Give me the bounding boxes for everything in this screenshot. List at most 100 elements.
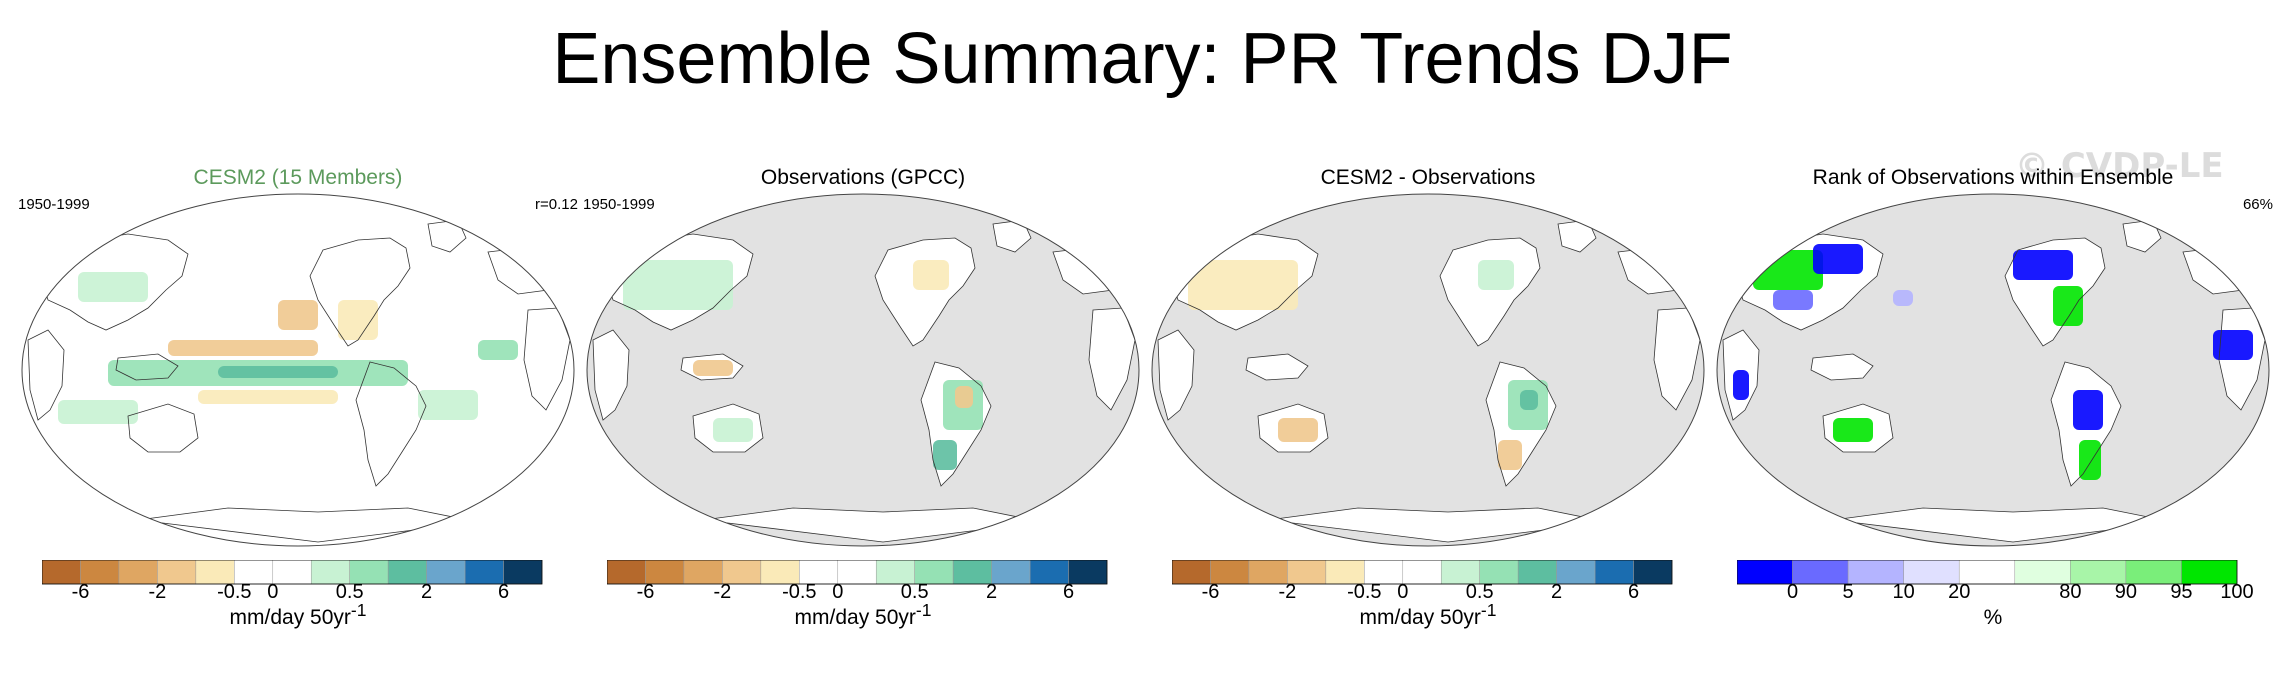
colorbar-swatch — [195, 560, 235, 585]
coastline — [137, 507, 479, 543]
coastline — [874, 237, 976, 347]
panel-model-trend: CESM2 (15 Members) 1950-1999 r=0.12 -6 -2… — [18, 160, 578, 640]
trend-patch — [955, 386, 973, 408]
trend-patch — [1833, 418, 1873, 442]
coastline — [600, 233, 754, 331]
coastline — [692, 403, 764, 453]
trend-patch — [1498, 440, 1522, 470]
trend-patch — [693, 360, 733, 376]
map-border — [21, 193, 575, 547]
trend-patch — [933, 440, 957, 470]
colorbar-tick-label: 90 — [2115, 581, 2137, 600]
colorbar-tick-label: -0.5 — [217, 581, 251, 600]
trend-patch — [623, 260, 733, 310]
colorbar: -6 -2 -0.5 0 0.5 2 6 — [42, 560, 543, 600]
colorbar-tick-label: -2 — [148, 581, 166, 600]
coastline — [702, 507, 1044, 543]
land-mask — [1089, 308, 1135, 410]
colorbar-unit-label: % — [1983, 606, 2003, 629]
map-border — [1716, 193, 2270, 547]
colorbar-tick-label: 0.5 — [1466, 581, 1494, 600]
coastline — [1267, 507, 1609, 543]
colorbar-swatch — [1556, 560, 1596, 585]
trend-patch — [1813, 244, 1863, 274]
colorbar-swatch — [1248, 560, 1288, 585]
colorbar-tick-label: 2 — [421, 581, 432, 600]
colorbar: 0 5 10 20 80 90 95 100 — [1737, 560, 2254, 600]
colorbar-unit-label: mm/day 50yr-1 — [794, 600, 932, 629]
colorbar-tick-label: 2 — [1551, 581, 1562, 600]
colorbar-tick-label: 6 — [498, 581, 509, 600]
trend-patch — [78, 272, 148, 302]
colorbar-tick-label: 0 — [832, 581, 843, 600]
colorbar-unit-label: mm/day 50yr-1 — [229, 600, 367, 629]
colorbar-swatch — [2070, 560, 2127, 585]
colorbar: -6 -2 -0.5 0 0.5 2 6 — [607, 560, 1108, 600]
coastline — [2004, 237, 2106, 347]
trend-patch — [2053, 286, 2083, 326]
colorbar-tick-label: 5 — [1843, 581, 1854, 600]
colorbar-swatch — [80, 560, 120, 585]
colorbar-swatch — [1325, 560, 1365, 585]
trend-patch — [2213, 330, 2253, 360]
coastline — [355, 361, 427, 487]
land-mask — [1654, 308, 1700, 410]
colorbar-swatch — [875, 560, 915, 585]
coastline — [1810, 353, 1874, 381]
colorbar-tick-label: 0 — [1787, 581, 1798, 600]
colorbar-tick-label: 20 — [1948, 581, 1970, 600]
colorbar-swatch — [1847, 560, 1904, 585]
colorbar-swatch — [503, 560, 543, 585]
colorbar-swatch — [2125, 560, 2182, 585]
land-mask — [1246, 354, 1308, 380]
land-mask — [1833, 508, 2173, 542]
trend-patch — [713, 418, 753, 442]
colorbar-swatch — [1903, 560, 1960, 585]
coastline — [1257, 403, 1329, 453]
world-map — [1716, 193, 2270, 547]
pattern-correlation-label: r=0.12 — [535, 196, 578, 213]
colorbar-tick-label: -0.5 — [782, 581, 816, 600]
coastline — [27, 329, 65, 421]
colorbar-outline — [1172, 560, 1673, 585]
colorbar-tick-label: -6 — [72, 581, 90, 600]
coastline — [1722, 329, 1760, 421]
colorbar-tick-label: -2 — [713, 581, 731, 600]
colorbar-tick-label: 0.5 — [336, 581, 364, 600]
land-mask — [875, 238, 975, 346]
trend-patch — [1893, 290, 1913, 306]
colorbar-outline — [42, 560, 543, 585]
colorbar-tick-label: -2 — [1278, 581, 1296, 600]
panel-rank: Rank of Observations within Ensemble 66%… — [1713, 160, 2273, 640]
colorbar-swatch — [1792, 560, 1849, 585]
colorbar-tick-label: 95 — [2170, 581, 2192, 600]
land-mask — [1268, 508, 1608, 542]
land-mask — [1558, 220, 1596, 252]
coastline — [920, 361, 992, 487]
colorbar-swatch — [272, 560, 312, 585]
trend-patch — [278, 300, 318, 330]
rank-percent-label: 66% — [2242, 196, 2273, 213]
colorbar-tick-label: 100 — [2220, 581, 2253, 600]
land-mask — [2123, 220, 2161, 252]
colorbar-swatch — [837, 560, 877, 585]
colorbar-tick-label: 80 — [2059, 581, 2081, 600]
trend-patch — [198, 390, 338, 404]
map-border — [586, 193, 1140, 547]
trend-patch — [1278, 418, 1318, 442]
colorbar-swatch — [1068, 560, 1108, 585]
colorbar-swatch — [991, 560, 1031, 585]
coastline — [1157, 329, 1195, 421]
trend-patch — [1478, 260, 1514, 290]
trend-patch — [338, 300, 378, 340]
panel-title: CESM2 (15 Members) — [193, 166, 403, 189]
colorbar-tick-label: 2 — [986, 581, 997, 600]
colorbar-swatch — [1633, 560, 1673, 585]
trend-patch — [168, 340, 318, 356]
panel-difference: CESM2 - Observations -6 -2 -0.5 0 0.5 2 6 mm/d… — [1148, 160, 1708, 640]
colorbar-tick-label: 6 — [1063, 581, 1074, 600]
coastline — [680, 353, 744, 381]
colorbar-swatch — [1737, 560, 1793, 585]
colorbar-swatch — [1402, 560, 1442, 585]
colorbar-swatch — [760, 560, 800, 585]
